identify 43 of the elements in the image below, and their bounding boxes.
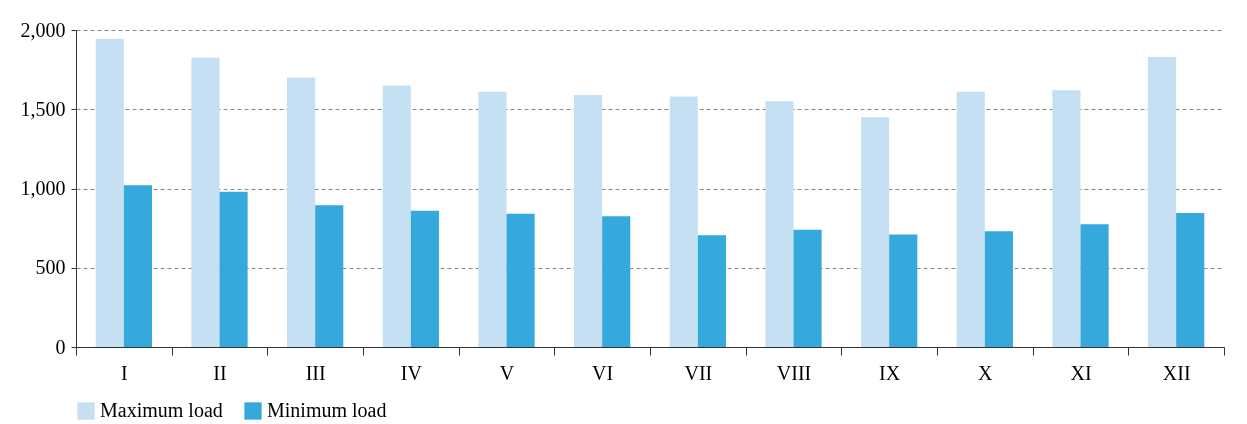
x-tick-label: IV — [400, 361, 423, 384]
legend-label: Maximum load — [100, 399, 223, 421]
bar — [1176, 213, 1205, 347]
bar — [95, 38, 124, 347]
bar — [697, 235, 726, 347]
y-tick-label: 500 — [35, 256, 66, 279]
bar — [1148, 56, 1177, 347]
bar — [956, 91, 985, 347]
y-tick-label: 0 — [55, 335, 66, 358]
bar — [669, 96, 698, 347]
bar — [219, 191, 248, 347]
x-tick-label: IX — [879, 361, 901, 384]
y-tick-label: 1,000 — [20, 177, 66, 199]
bar — [506, 213, 535, 347]
y-tick-label: 1,500 — [20, 97, 66, 120]
bar — [574, 94, 603, 347]
bar — [478, 91, 507, 347]
legend-label: Minimum load — [267, 399, 387, 421]
bar — [315, 205, 344, 347]
x-tick-label: XII — [1162, 361, 1191, 384]
bar — [191, 57, 220, 347]
x-tick-label: X — [978, 361, 994, 384]
bar — [287, 77, 316, 347]
bar — [984, 231, 1013, 347]
x-tick-label: VIII — [776, 361, 812, 384]
bar — [793, 229, 822, 347]
x-tick-label: V — [499, 361, 515, 384]
bar — [889, 234, 918, 347]
x-tick-label: III — [305, 361, 326, 384]
bar — [765, 101, 794, 347]
bar — [123, 185, 152, 347]
x-tick-label: VII — [684, 361, 713, 384]
x-tick-label: VI — [592, 361, 614, 384]
bar — [861, 117, 890, 347]
x-tick-label: II — [213, 361, 227, 384]
x-tick-label: XI — [1070, 361, 1092, 384]
x-tick-label: I — [121, 361, 128, 384]
bar — [1052, 90, 1081, 347]
bar — [1080, 224, 1109, 347]
bar — [382, 85, 411, 347]
y-tick-label: 2,000 — [20, 18, 66, 41]
bar — [602, 216, 631, 347]
bar — [410, 210, 439, 347]
